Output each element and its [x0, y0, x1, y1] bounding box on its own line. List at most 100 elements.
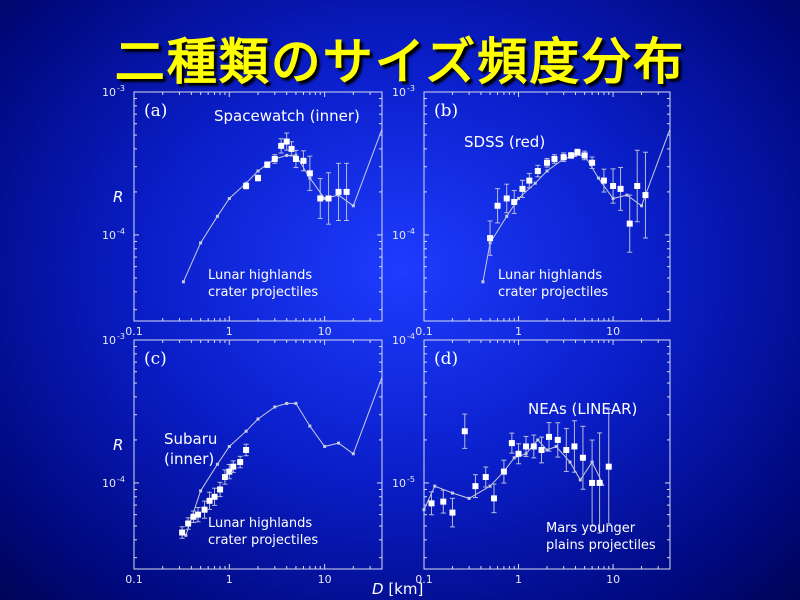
data-point — [271, 155, 278, 162]
data-point — [508, 440, 515, 447]
y-tick-exponent: -4 — [117, 227, 125, 236]
model-point — [578, 478, 582, 482]
chart-annotation: NEAs (LINEAR) — [528, 400, 637, 418]
data-point — [230, 463, 237, 470]
data-point — [482, 474, 489, 481]
data-point — [428, 500, 435, 507]
model-point — [294, 401, 298, 405]
model-point — [199, 489, 203, 493]
data-point — [237, 459, 244, 466]
model-point — [568, 460, 572, 464]
data-point — [283, 138, 290, 145]
y-tick-label: 10 — [102, 477, 116, 490]
data-point — [526, 177, 533, 184]
model-point — [323, 196, 327, 200]
data-point — [292, 155, 299, 162]
model-point — [512, 456, 516, 460]
data-point — [551, 155, 558, 162]
chart-annotation: crater projectiles — [208, 285, 318, 300]
model-point — [505, 214, 509, 218]
data-point — [617, 185, 624, 192]
data-point — [610, 182, 617, 189]
model-point — [433, 484, 437, 488]
y-tick-label: 10 — [392, 334, 406, 347]
data-point — [571, 443, 578, 450]
data-point — [554, 436, 561, 443]
data-point — [581, 152, 588, 159]
slide-title: 二種類のサイズ頻度分布 — [114, 33, 686, 91]
model-point — [422, 508, 426, 512]
data-point — [185, 520, 192, 527]
data-point — [546, 433, 553, 440]
data-point — [579, 454, 586, 461]
chart-annotation: plains projectiles — [546, 538, 656, 553]
data-point — [626, 220, 633, 227]
model-point — [199, 241, 203, 245]
y-tick-label: 10 — [392, 229, 406, 242]
data-point — [264, 161, 271, 168]
model-point — [227, 444, 231, 448]
model-curve — [423, 439, 605, 510]
chart-annotation: (inner) — [164, 450, 214, 468]
x-axis-unit: [km] — [384, 580, 424, 598]
chart-annotation: Lunar highlands — [208, 268, 312, 283]
y-tick-exponent: -3 — [407, 84, 415, 93]
data-point — [211, 493, 218, 500]
data-point — [589, 159, 596, 166]
data-point — [560, 154, 567, 161]
model-point — [545, 169, 549, 173]
data-point — [255, 175, 261, 182]
model-point — [554, 444, 558, 448]
data-point — [449, 509, 456, 516]
model-point — [467, 496, 471, 500]
data-point — [306, 170, 313, 177]
model-point — [450, 491, 454, 495]
data-point — [278, 142, 285, 149]
x-tick-label: 0.1 — [415, 325, 433, 338]
data-point — [461, 428, 468, 435]
model-point — [351, 204, 355, 208]
chart-annotation: Lunar highlands — [208, 516, 312, 531]
data-point — [503, 195, 510, 202]
data-point — [596, 479, 603, 486]
model-point — [215, 462, 219, 466]
data-point — [515, 450, 522, 457]
data-point — [206, 497, 213, 504]
model-point — [640, 204, 644, 208]
x-tick-label: 1 — [226, 573, 233, 586]
chart-annotation: Subaru — [164, 430, 217, 448]
data-point — [494, 202, 501, 209]
data-point — [530, 443, 537, 450]
x-tick-label: 1 — [515, 573, 522, 586]
data-point — [589, 479, 596, 486]
data-point — [201, 506, 208, 513]
panel-letter: (b) — [434, 101, 458, 121]
data-point — [574, 149, 581, 156]
y-tick-label: 10 — [102, 86, 116, 99]
data-point — [440, 498, 447, 505]
model-point — [536, 438, 540, 442]
model-point — [337, 441, 341, 445]
x-tick-label: 0.1 — [125, 573, 143, 586]
model-point — [285, 153, 289, 157]
data-point — [217, 486, 224, 493]
x-tick-label: 10 — [606, 573, 620, 586]
model-curve — [182, 128, 383, 283]
y-tick-exponent: -3 — [117, 332, 125, 341]
chart-annotation: Spacewatch (inner) — [214, 107, 360, 125]
y-tick-label: 10 — [102, 229, 116, 242]
data-point — [226, 468, 233, 475]
model-point — [323, 444, 327, 448]
y-tick-label: 10 — [392, 86, 406, 99]
y-tick-exponent: -4 — [407, 332, 415, 341]
model-point — [517, 196, 521, 200]
y-tick-exponent: -3 — [117, 84, 125, 93]
model-curve — [185, 376, 383, 536]
model-point — [308, 424, 312, 428]
panel-letter: (a) — [144, 101, 167, 121]
x-tick-label: 10 — [318, 325, 332, 338]
